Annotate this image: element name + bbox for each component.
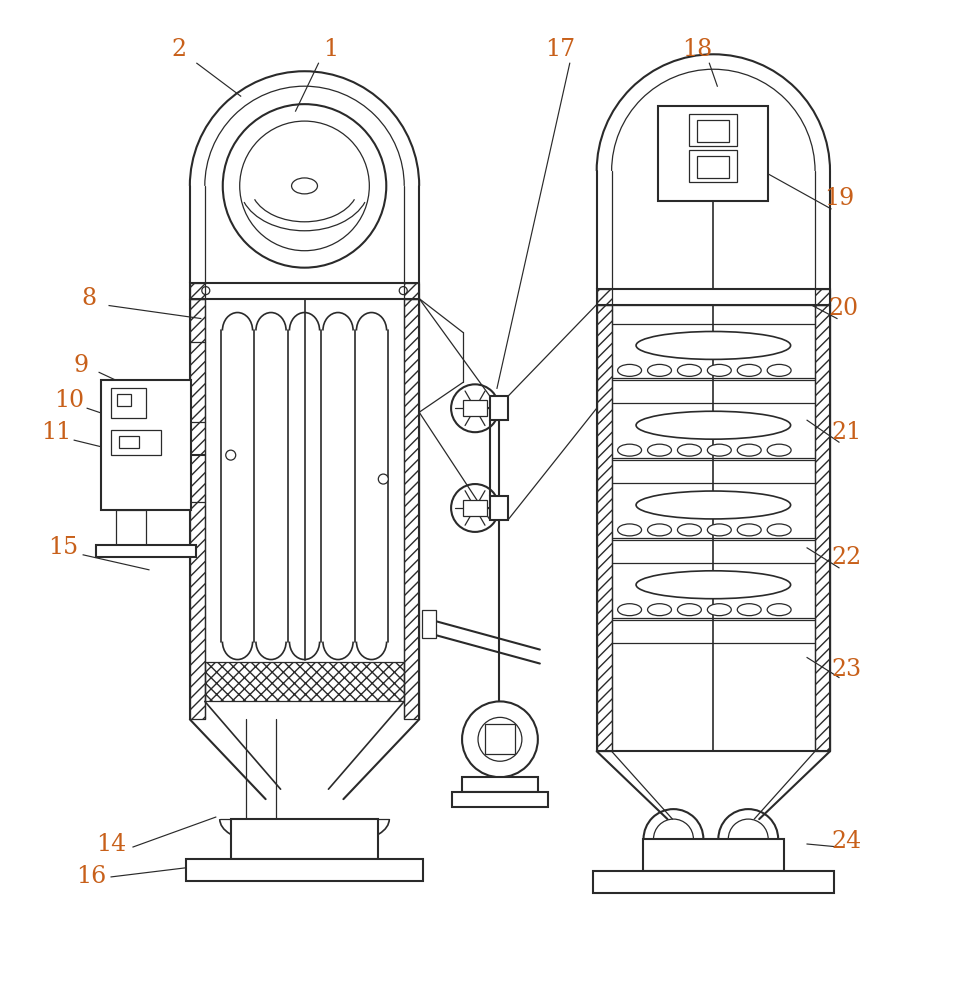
Ellipse shape [707,444,732,456]
Bar [815,289,830,305]
Bar [190,299,204,719]
Ellipse shape [617,604,641,616]
Bar [597,305,611,751]
Text: 19: 19 [824,187,854,210]
Circle shape [469,502,481,514]
Bar [111,430,161,455]
Text: 15: 15 [48,536,78,559]
Bar [485,724,515,754]
Text: 16: 16 [76,865,107,888]
Ellipse shape [617,524,641,536]
Ellipse shape [767,604,791,616]
Bar [111,388,146,418]
Ellipse shape [647,604,672,616]
Bar [698,156,730,178]
Ellipse shape [647,364,672,376]
Text: 23: 23 [832,658,862,681]
Bar [117,394,131,406]
Bar [642,839,784,871]
Ellipse shape [647,524,672,536]
Text: 11: 11 [41,421,72,444]
Bar [231,819,378,859]
Bar [597,289,611,305]
Ellipse shape [677,604,702,616]
Bar [659,106,768,201]
Ellipse shape [737,364,762,376]
Bar [815,305,830,751]
Ellipse shape [677,524,702,536]
Bar [119,436,139,448]
Ellipse shape [647,444,672,456]
Ellipse shape [292,178,318,194]
Ellipse shape [767,444,791,456]
Bar [593,871,834,893]
Bar [190,283,420,299]
Ellipse shape [767,364,791,376]
Text: 18: 18 [682,38,712,61]
Ellipse shape [707,524,732,536]
Bar [404,299,420,719]
Ellipse shape [677,444,702,456]
Text: 21: 21 [831,421,862,444]
Text: 2: 2 [172,38,186,61]
Ellipse shape [636,491,791,519]
Text: 1: 1 [323,38,338,61]
Ellipse shape [707,604,732,616]
Ellipse shape [677,364,702,376]
Ellipse shape [617,364,641,376]
Ellipse shape [767,524,791,536]
Ellipse shape [636,571,791,599]
Bar [204,662,404,701]
Bar [597,289,830,305]
Bar [422,610,436,638]
Bar [96,545,196,557]
Ellipse shape [737,604,762,616]
Circle shape [378,474,389,484]
Bar [698,120,730,142]
Bar [116,510,146,545]
Ellipse shape [737,444,762,456]
Bar [186,859,423,881]
Bar [689,114,737,146]
Text: 10: 10 [54,389,84,412]
Ellipse shape [737,524,762,536]
Circle shape [226,450,235,460]
Bar [463,400,487,416]
Ellipse shape [636,411,791,439]
Bar [462,777,538,792]
Bar [689,150,737,182]
Text: 8: 8 [81,287,97,310]
Text: 24: 24 [831,830,862,853]
Bar [453,792,547,807]
Text: 9: 9 [74,354,89,377]
Ellipse shape [617,444,641,456]
Bar [463,500,487,516]
Text: 17: 17 [545,38,575,61]
Text: 22: 22 [831,546,862,569]
Ellipse shape [707,364,732,376]
Circle shape [469,402,481,414]
Text: 20: 20 [828,297,860,320]
Text: 14: 14 [96,833,126,856]
Bar [490,496,508,520]
Bar [404,283,420,299]
Bar [101,380,191,510]
Bar [190,283,204,299]
Ellipse shape [636,331,791,359]
Bar [490,396,508,420]
